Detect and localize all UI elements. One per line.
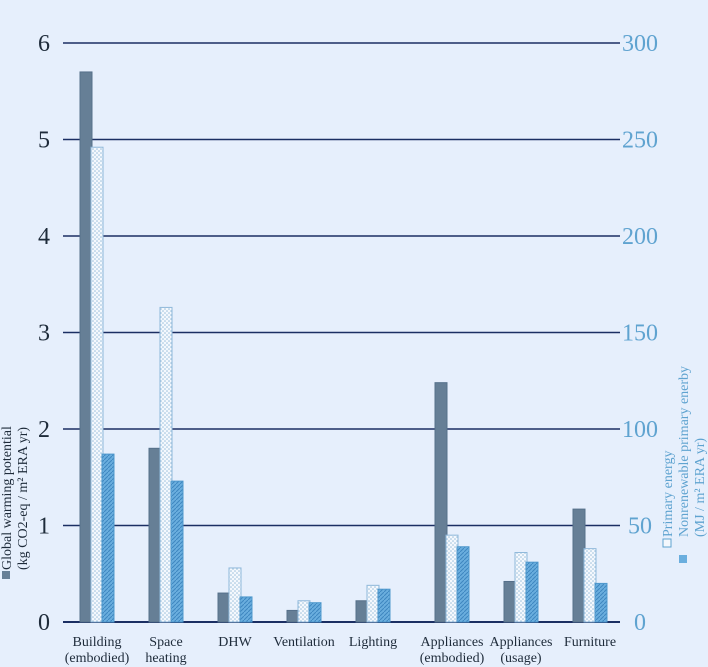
left-axis-label-line-1: Global warming potential — [0, 426, 15, 570]
x-category-label: Appliances — [421, 635, 484, 650]
x-category-label: Building — [72, 635, 121, 650]
right-axis-tick-label: 0 — [634, 610, 646, 636]
x-category-label: Appliances — [490, 635, 553, 650]
bar-gwp — [217, 592, 231, 623]
bar-nonrenewable-energy — [525, 561, 539, 623]
bar-primary-energy — [366, 584, 380, 623]
left-axis-tick-label: 5 — [38, 128, 50, 154]
left-axis-tick-label: 4 — [38, 224, 50, 250]
bar-gwp — [286, 609, 300, 623]
x-category-label: Ventilation — [273, 635, 334, 650]
legend-swatch-gwp — [2, 571, 10, 579]
gridlines — [63, 42, 620, 623]
x-category-label: (embodied) — [420, 651, 485, 666]
bar-primary-energy — [514, 552, 528, 623]
left-axis-tick-label: 6 — [38, 31, 50, 57]
x-category-label: (embodied) — [65, 651, 130, 666]
right-axis-tick-label: 200 — [622, 224, 658, 250]
bar-primary-energy — [159, 306, 173, 623]
right-axis-legend: Primary energy Nonrenewable primary ener… — [661, 366, 708, 537]
left-axis-tick-label: 1 — [38, 514, 50, 540]
legend-swatch-nonrenewable — [679, 555, 687, 563]
x-category-label: Lighting — [349, 635, 397, 650]
bar-primary-energy — [228, 567, 242, 623]
bar-nonrenewable-energy — [377, 588, 391, 623]
left-axis-label: Global warming potential (kg CO2-eq / m²… — [0, 426, 31, 570]
right-axis-tick-label: 50 — [628, 514, 652, 540]
legend-label-nonrenewable: Nonrenewable primary enerby — [677, 366, 692, 537]
left-axis-tick-label: 0 — [38, 610, 50, 636]
left-axis-tick-label: 2 — [38, 417, 50, 443]
bar-nonrenewable-energy — [594, 582, 608, 623]
bar-primary-energy — [445, 534, 459, 623]
left-axis-label-line-2: (kg CO2-eq / m² ERA yr) — [16, 427, 31, 570]
bar-primary-energy — [90, 146, 104, 623]
right-axis-tick-label: 250 — [622, 128, 658, 154]
x-category-label: DHW — [218, 635, 252, 650]
bar-gwp — [79, 71, 93, 623]
right-axis-tick-label: 300 — [622, 31, 658, 57]
bar-gwp — [503, 580, 517, 623]
x-category-label: heating — [145, 651, 186, 666]
x-category-label: Furniture — [564, 635, 616, 650]
bar-primary-energy — [583, 548, 597, 623]
bar-nonrenewable-energy — [239, 596, 253, 623]
bars — [79, 71, 608, 623]
left-axis-ticks: 0 1 2 3 4 5 6 — [38, 31, 50, 636]
bar-primary-energy — [297, 600, 311, 623]
bar-gwp — [355, 600, 369, 623]
bar-gwp — [572, 508, 586, 623]
right-axis-tick-label: 150 — [622, 321, 658, 347]
bar-nonrenewable-energy — [308, 602, 322, 623]
bar-nonrenewable-energy — [101, 453, 115, 623]
x-category-label: Space — [149, 635, 182, 650]
left-axis-tick-label: 3 — [38, 321, 50, 347]
bar-gwp — [434, 382, 448, 623]
right-axis-unit-label: (MJ / m² ERA yr) — [693, 438, 708, 537]
bar-nonrenewable-energy — [456, 546, 470, 623]
legend-label-primary-energy: Primary energy — [661, 451, 676, 537]
x-category-label: (usage) — [500, 651, 542, 666]
bar-gwp — [148, 447, 162, 623]
right-axis-tick-label: 100 — [622, 417, 658, 443]
right-axis-ticks: 0 50 100 150 200 250 300 — [622, 31, 658, 636]
bar-nonrenewable-energy — [170, 480, 184, 623]
legend-swatch-primary-energy — [662, 538, 672, 548]
